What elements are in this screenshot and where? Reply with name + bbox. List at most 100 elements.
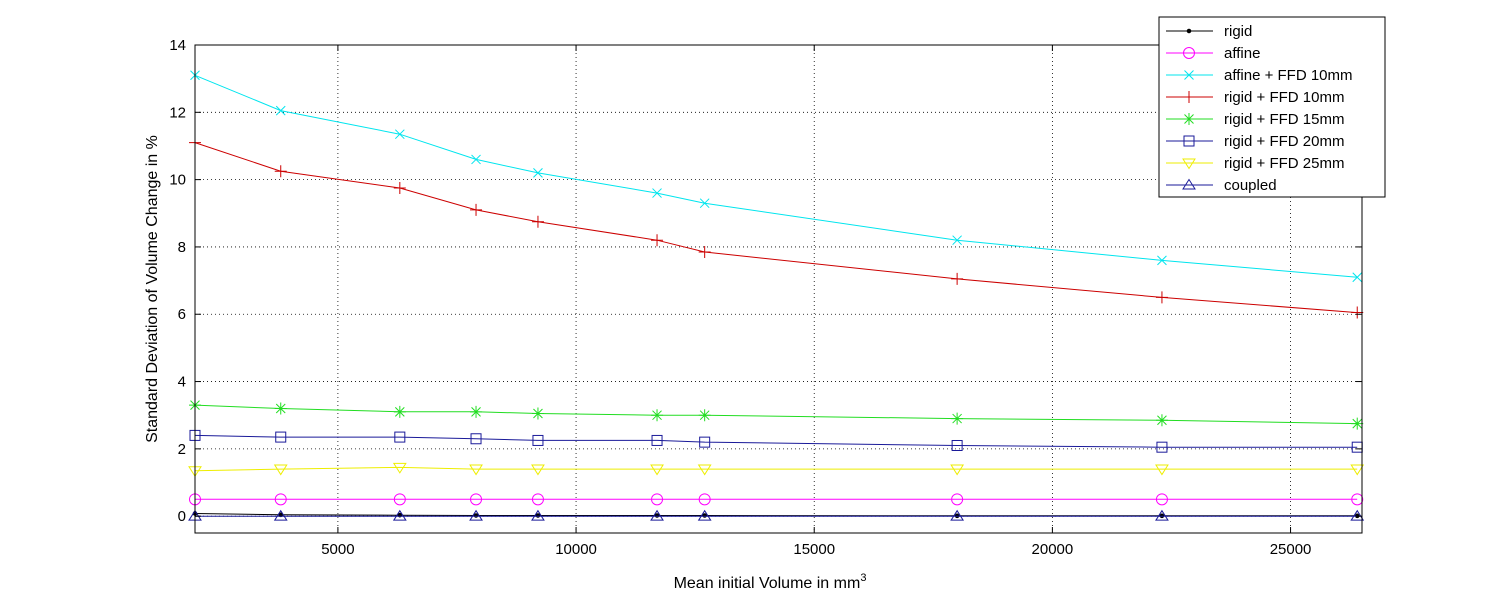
legend-item: rigid + FFD 10mm — [1166, 89, 1344, 106]
data-point-circle — [698, 493, 711, 506]
data-point-plus — [698, 245, 711, 258]
data-point-star — [393, 405, 406, 418]
legend-label: rigid — [1224, 23, 1252, 40]
data-point-triangle-down — [469, 464, 483, 476]
data-point-star — [698, 409, 711, 422]
x-axis-title-superscript: 3 — [860, 572, 866, 584]
x-tick-label: 5000 — [321, 541, 354, 558]
data-point-square — [699, 436, 711, 448]
data-point-square — [1156, 441, 1168, 453]
data-point-plus — [1183, 91, 1195, 103]
legend-label: affine — [1224, 45, 1260, 62]
data-point-plus — [951, 272, 964, 285]
data-point-star — [531, 407, 544, 420]
data-point-triangle-down — [273, 464, 288, 476]
series-affine-ffd-10mm — [190, 70, 1363, 283]
data-point-triangle-up — [697, 509, 712, 521]
data-point-triangle-down — [531, 464, 545, 476]
legend-label: rigid + FFD 15mm — [1224, 111, 1344, 128]
x-tick-label: 25000 — [1270, 541, 1312, 558]
data-point-triangle-down — [1155, 464, 1169, 476]
series-layer — [188, 70, 1365, 521]
legend-label: rigid + FFD 20mm — [1224, 133, 1344, 150]
data-point-triangle-down — [1182, 158, 1196, 170]
data-point-plus — [470, 203, 483, 216]
data-point-triangle-up — [1350, 509, 1365, 521]
x-axis-title: Mean initial Volume in mm3 — [674, 572, 867, 592]
data-point-triangle-up — [1155, 509, 1169, 521]
data-point-circle — [651, 493, 664, 506]
legend-item: rigid + FFD 25mm — [1166, 155, 1344, 172]
data-point-circle — [470, 493, 483, 506]
y-tick-label: 2 — [178, 441, 186, 458]
data-point-x — [471, 154, 481, 165]
data-point-star — [1183, 113, 1195, 125]
data-point-plus — [531, 215, 544, 228]
x-tick-label: 20000 — [1032, 541, 1074, 558]
data-point-star — [274, 402, 287, 415]
legend-label: rigid + FFD 10mm — [1224, 89, 1344, 106]
series-rigid-ffd-10mm — [189, 136, 1364, 319]
data-point-circle — [531, 493, 544, 506]
series-line — [194, 142, 1358, 314]
data-point-circle — [274, 493, 287, 506]
data-point-square — [951, 439, 963, 451]
series-line — [194, 404, 1358, 425]
data-point-triangle-up — [950, 509, 965, 521]
x-tick-label: 10000 — [555, 541, 597, 558]
data-point-triangle-up — [650, 509, 664, 521]
data-point-plus — [1155, 291, 1168, 304]
data-point-triangle-down — [392, 462, 407, 474]
data-point-square — [1183, 135, 1195, 147]
y-tick-label: 8 — [178, 239, 186, 256]
series-rigid-ffd-25mm — [188, 462, 1365, 478]
data-point-star — [1351, 417, 1364, 430]
data-point-star — [470, 405, 483, 418]
data-point-dot — [702, 513, 707, 518]
data-point-plus — [274, 165, 287, 178]
series-coupled — [188, 509, 1365, 521]
plot-frame — [194, 44, 1363, 534]
data-point-triangle-up — [392, 509, 407, 521]
data-point-x — [952, 235, 962, 246]
series-affine — [189, 493, 1364, 506]
legend-box — [1158, 16, 1386, 198]
data-point-x — [533, 168, 543, 178]
legend: rigid affine affine + FFD 10mm rigid + FFD … — [1158, 16, 1386, 198]
y-tick-label: 4 — [178, 374, 186, 391]
y-tick-label: 14 — [169, 37, 186, 54]
y-axis-title: Standard Deviation of Volume Change in % — [144, 135, 161, 443]
data-point-plus — [651, 234, 664, 247]
data-point-dot — [654, 513, 660, 518]
data-point-star — [1155, 414, 1168, 427]
data-point-plus — [393, 182, 406, 195]
legend-item: coupled — [1166, 177, 1277, 194]
data-point-square — [275, 431, 287, 443]
data-point-square — [651, 434, 663, 446]
series-line — [194, 434, 1358, 448]
series-rigid-ffd-15mm — [189, 399, 1364, 430]
y-tick-label: 0 — [178, 508, 186, 525]
data-point-dot — [1186, 28, 1192, 34]
data-point-x — [394, 129, 405, 140]
x-tick-label: 15000 — [793, 541, 835, 558]
data-point-square — [394, 431, 406, 443]
data-point-dot — [535, 513, 541, 518]
data-point-star — [651, 409, 664, 422]
data-point-circle — [1155, 493, 1168, 506]
data-point-triangle-up — [1182, 178, 1196, 190]
data-point-star — [951, 412, 964, 425]
series-line — [194, 466, 1358, 472]
y-tick-label: 10 — [169, 172, 186, 189]
data-point-circle — [951, 493, 964, 506]
legend-item: affine — [1166, 45, 1260, 62]
legend-label: rigid + FFD 25mm — [1224, 155, 1344, 172]
legend-item: affine + FFD 10mm — [1166, 67, 1353, 84]
legend-item: rigid + FFD 15mm — [1166, 111, 1344, 128]
data-point-dot — [473, 513, 479, 518]
data-point-x — [1184, 70, 1194, 80]
data-point-x — [275, 105, 286, 116]
legend-label: coupled — [1224, 177, 1277, 194]
legend-label: affine + FFD 10mm — [1224, 67, 1353, 84]
data-point-triangle-down — [650, 464, 664, 476]
